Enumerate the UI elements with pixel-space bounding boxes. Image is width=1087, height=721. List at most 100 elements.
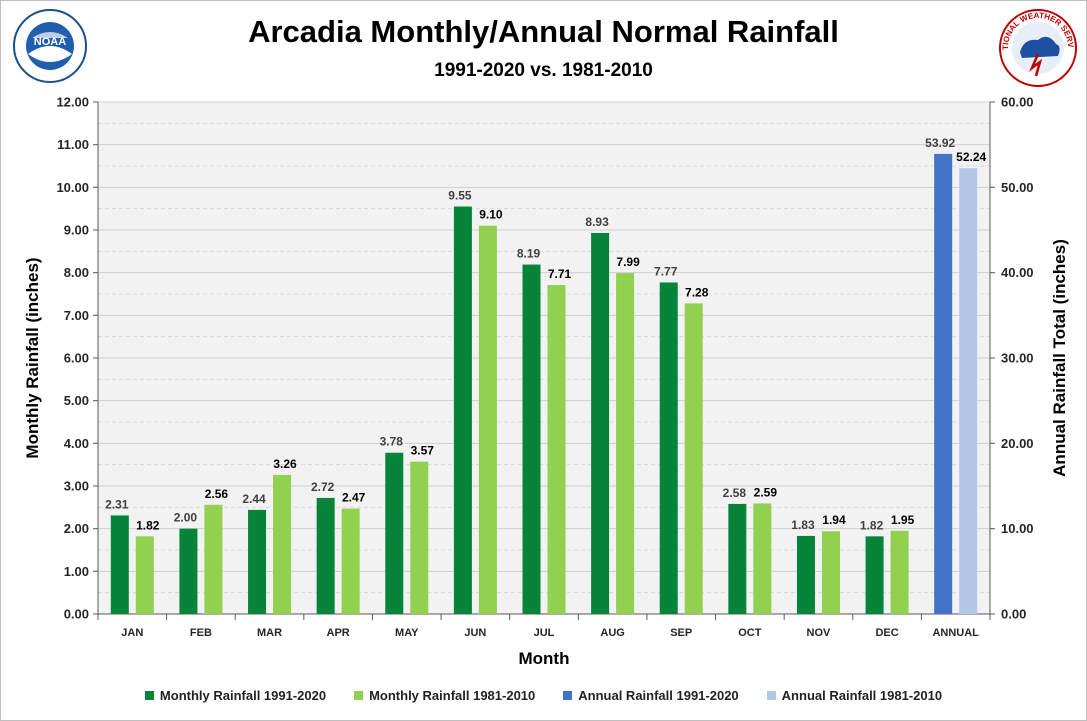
x-tick-label: JUL — [534, 627, 555, 639]
bar-monthly-rainfall-1991-2020 — [179, 528, 198, 614]
bar-monthly-rainfall-1991-2020 — [385, 452, 404, 614]
legend-swatch — [144, 691, 154, 700]
bar-monthly-rainfall-1991-2020 — [316, 497, 335, 614]
bar-monthly-rainfall-1991-2020 — [728, 503, 747, 614]
bar-monthly-rainfall-1981-2010 — [684, 303, 703, 614]
data-label: 9.10 — [479, 208, 503, 222]
noaa-logo-text: NOAA — [34, 36, 66, 48]
bar-monthly-rainfall-1981-2010 — [204, 504, 223, 614]
x-tick-label: APR — [327, 627, 350, 639]
noaa-logo-icon: NOAA — [13, 9, 87, 83]
x-tick-label: MAY — [395, 627, 419, 639]
data-label: 2.00 — [174, 511, 198, 525]
legend-label: Annual Rainfall 1991-2020 — [578, 688, 739, 703]
x-tick-label: JAN — [121, 627, 143, 639]
bar-monthly-rainfall-1991-2020 — [248, 509, 267, 614]
bar-monthly-rainfall-1991-2020 — [522, 264, 541, 614]
bar-monthly-rainfall-1991-2020 — [659, 282, 678, 614]
y-tick-label: 4.00 — [64, 436, 89, 451]
x-tick-label: AUG — [600, 627, 624, 639]
data-label: 3.26 — [273, 457, 297, 471]
data-label: 2.72 — [311, 480, 335, 494]
x-tick-label: MAR — [257, 627, 282, 639]
legend-label: Monthly Rainfall 1991-2020 — [159, 688, 327, 703]
bar-monthly-rainfall-1981-2010 — [821, 531, 840, 614]
data-label: 1.83 — [791, 518, 815, 532]
x-tick-label: FEB — [190, 627, 212, 639]
y2-tick-label: 60.00 — [1001, 95, 1034, 110]
y2-tick-label: 0.00 — [1001, 607, 1026, 622]
bar-monthly-rainfall-1991-2020 — [865, 536, 884, 614]
bar-monthly-rainfall-1981-2010 — [547, 285, 566, 614]
y-tick-label: 2.00 — [64, 521, 89, 536]
y2-tick-label: 30.00 — [1001, 351, 1034, 366]
bar-annual-rainfall-1991-2020 — [934, 153, 953, 614]
data-label: 1.82 — [136, 518, 160, 532]
chart-subtitle: 1991-2020 vs. 1981-2010 — [434, 60, 653, 81]
bar-monthly-rainfall-1991-2020 — [453, 206, 472, 615]
y-tick-label: 10.00 — [56, 180, 89, 195]
data-label: 1.95 — [891, 513, 915, 527]
data-label: 1.82 — [860, 518, 884, 532]
data-label: 7.28 — [685, 285, 709, 299]
data-label: 2.44 — [242, 492, 266, 506]
y-tick-label: 1.00 — [64, 564, 89, 579]
data-label: 1.94 — [822, 513, 846, 527]
bar-monthly-rainfall-1981-2010 — [273, 474, 292, 614]
legend-item-annual-2010: Annual Rainfall 1981-2010 — [766, 688, 943, 703]
legend-item-monthly-2020: Monthly Rainfall 1991-2020 — [144, 688, 327, 703]
legend-swatch — [354, 691, 364, 700]
x-tick-label: JUN — [464, 627, 486, 639]
bar-monthly-rainfall-1981-2010 — [478, 225, 497, 614]
data-label: 7.99 — [616, 255, 640, 269]
bar-monthly-rainfall-1991-2020 — [110, 515, 129, 614]
y2-tick-label: 10.00 — [1001, 521, 1034, 536]
chart-title: Arcadia Monthly/Annual Normal Rainfall — [248, 14, 839, 49]
bar-monthly-rainfall-1981-2010 — [410, 461, 429, 614]
x-tick-label: NOV — [807, 627, 832, 639]
data-label: 2.47 — [342, 491, 366, 505]
data-label: 3.57 — [411, 444, 435, 458]
y-tick-label: 6.00 — [64, 351, 89, 366]
bar-monthly-rainfall-1981-2010 — [341, 508, 360, 614]
y-tick-label: 11.00 — [57, 137, 89, 152]
nws-logo-icon: NATIONAL WEATHER SERVICE — [998, 8, 1077, 87]
y2-axis-title: Annual Rainfall Total (inches) — [1050, 239, 1069, 477]
legend-label: Annual Rainfall 1981-2010 — [781, 688, 943, 703]
y2-tick-label: 20.00 — [1001, 436, 1034, 451]
data-label: 2.58 — [723, 486, 747, 500]
data-label: 9.55 — [448, 189, 472, 203]
data-label: 2.59 — [754, 485, 778, 499]
y2-tick-label: 50.00 — [1001, 180, 1034, 195]
bar-monthly-rainfall-1981-2010 — [616, 273, 635, 614]
data-label: 8.93 — [585, 215, 609, 229]
chart-legend: Monthly Rainfall 1991-2020 Monthly Rainf… — [0, 688, 1087, 703]
data-label: 2.56 — [205, 487, 229, 501]
y-tick-label: 5.00 — [64, 393, 89, 408]
bar-monthly-rainfall-1981-2010 — [890, 530, 909, 614]
y-tick-label: 12.00 — [56, 95, 89, 110]
legend-swatch — [563, 691, 573, 700]
legend-item-annual-2020: Annual Rainfall 1991-2020 — [563, 688, 739, 703]
legend-swatch — [766, 691, 776, 700]
bar-monthly-rainfall-1981-2010 — [753, 503, 772, 614]
y-tick-label: 7.00 — [64, 308, 89, 323]
data-label: 7.71 — [548, 267, 572, 281]
y2-tick-label: 40.00 — [1001, 265, 1034, 280]
y-tick-label: 3.00 — [64, 479, 89, 494]
bar-monthly-rainfall-1991-2020 — [796, 535, 815, 614]
x-tick-label: DEC — [875, 627, 898, 639]
x-tick-label: OCT — [738, 627, 762, 639]
y-tick-label: 9.00 — [64, 223, 89, 238]
x-axis-title: Month — [519, 649, 570, 668]
data-label: 3.78 — [380, 435, 404, 449]
data-label: 53.92 — [925, 136, 955, 150]
bar-monthly-rainfall-1981-2010 — [135, 536, 154, 614]
y-tick-label: 8.00 — [64, 265, 89, 280]
bar-monthly-rainfall-1991-2020 — [591, 232, 610, 614]
y-tick-label: 0.00 — [64, 607, 89, 622]
data-label: 52.24 — [956, 150, 986, 164]
data-label: 8.19 — [517, 247, 541, 261]
y-axis-title: Monthly Rainfall (inches) — [23, 257, 42, 458]
